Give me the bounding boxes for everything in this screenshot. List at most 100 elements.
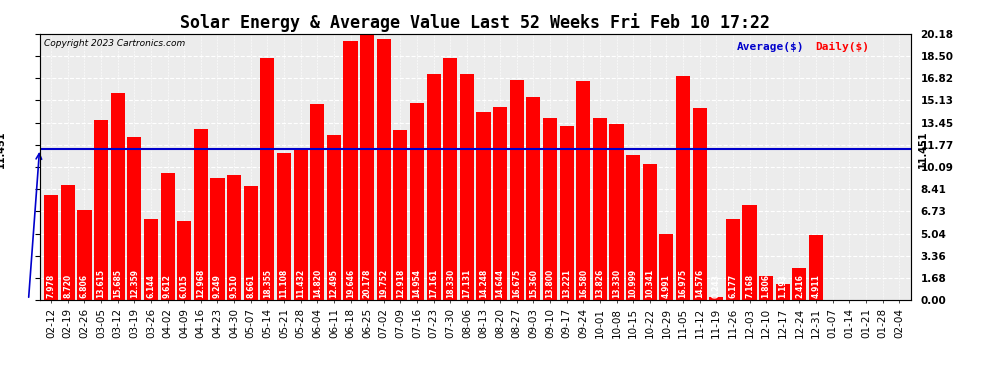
Text: 13.330: 13.330 bbox=[612, 269, 621, 298]
Text: 18.355: 18.355 bbox=[263, 269, 272, 298]
Bar bbox=[177, 220, 191, 300]
Bar bbox=[527, 98, 541, 300]
Bar bbox=[94, 120, 108, 300]
Bar bbox=[344, 41, 357, 300]
Text: 8.661: 8.661 bbox=[247, 274, 255, 298]
Bar bbox=[144, 219, 158, 300]
Text: 16.580: 16.580 bbox=[579, 269, 588, 298]
Text: 17.161: 17.161 bbox=[429, 269, 439, 298]
Text: 16.975: 16.975 bbox=[678, 269, 687, 298]
Text: 19.752: 19.752 bbox=[379, 269, 388, 298]
Text: Average($): Average($) bbox=[737, 42, 804, 52]
Text: 7.168: 7.168 bbox=[745, 274, 754, 298]
Text: 7.978: 7.978 bbox=[47, 274, 55, 298]
Text: 14.644: 14.644 bbox=[496, 269, 505, 298]
Text: 20.178: 20.178 bbox=[362, 268, 371, 298]
Text: 1.193: 1.193 bbox=[778, 274, 787, 298]
Bar bbox=[693, 108, 707, 300]
Bar bbox=[709, 297, 724, 300]
Bar bbox=[77, 210, 91, 300]
Text: 1.806: 1.806 bbox=[761, 274, 770, 298]
Bar bbox=[493, 107, 507, 300]
Text: 13.615: 13.615 bbox=[97, 269, 106, 298]
Bar bbox=[128, 137, 142, 300]
Bar bbox=[360, 34, 374, 300]
Text: Daily($): Daily($) bbox=[815, 42, 869, 52]
Title: Solar Energy & Average Value Last 52 Weeks Fri Feb 10 17:22: Solar Energy & Average Value Last 52 Wee… bbox=[180, 13, 770, 32]
Bar bbox=[376, 39, 391, 300]
Bar bbox=[194, 129, 208, 300]
Text: 18.330: 18.330 bbox=[446, 269, 454, 298]
Text: 14.820: 14.820 bbox=[313, 269, 322, 298]
Bar bbox=[427, 74, 441, 300]
Bar bbox=[160, 173, 174, 300]
Text: Copyright 2023 Cartronics.com: Copyright 2023 Cartronics.com bbox=[44, 39, 185, 48]
Bar bbox=[776, 284, 790, 300]
Text: 15.685: 15.685 bbox=[113, 269, 122, 298]
Text: 12.968: 12.968 bbox=[196, 269, 205, 298]
Text: 11.432: 11.432 bbox=[296, 269, 305, 298]
Bar bbox=[726, 219, 740, 300]
Text: 12.918: 12.918 bbox=[396, 269, 405, 298]
Bar bbox=[227, 174, 242, 300]
Text: 4.911: 4.911 bbox=[812, 274, 821, 298]
Text: 4.991: 4.991 bbox=[662, 274, 671, 298]
Bar bbox=[444, 58, 457, 300]
Text: 2.416: 2.416 bbox=[795, 274, 804, 298]
Text: 8.720: 8.720 bbox=[63, 274, 72, 298]
Text: 11.108: 11.108 bbox=[279, 269, 288, 298]
Bar bbox=[659, 234, 673, 300]
Text: 6.015: 6.015 bbox=[180, 274, 189, 298]
Text: 6.177: 6.177 bbox=[729, 274, 738, 298]
Bar bbox=[610, 124, 624, 300]
Text: 9.510: 9.510 bbox=[230, 274, 239, 298]
Bar bbox=[676, 76, 690, 300]
Bar bbox=[742, 206, 756, 300]
Bar bbox=[792, 268, 807, 300]
Text: 14.248: 14.248 bbox=[479, 269, 488, 298]
Text: 17.131: 17.131 bbox=[462, 269, 471, 298]
Bar bbox=[294, 149, 308, 300]
Text: 15.360: 15.360 bbox=[529, 269, 538, 298]
Bar bbox=[60, 185, 75, 300]
Text: 11.451: 11.451 bbox=[0, 130, 6, 168]
Bar bbox=[559, 126, 574, 300]
Bar bbox=[211, 178, 225, 300]
Bar bbox=[410, 103, 424, 300]
Text: 13.800: 13.800 bbox=[545, 269, 554, 298]
Text: 14.954: 14.954 bbox=[413, 269, 422, 298]
Bar bbox=[476, 112, 491, 300]
Bar bbox=[626, 155, 641, 300]
Text: 13.221: 13.221 bbox=[562, 269, 571, 298]
Bar bbox=[459, 74, 474, 300]
Bar bbox=[543, 118, 557, 300]
Text: 11.451: 11.451 bbox=[918, 130, 928, 168]
Text: 10.341: 10.341 bbox=[645, 269, 654, 298]
Bar bbox=[809, 235, 823, 300]
Bar bbox=[510, 80, 524, 300]
Bar bbox=[576, 81, 590, 300]
Text: 0.243: 0.243 bbox=[712, 274, 721, 298]
Text: 16.675: 16.675 bbox=[512, 269, 522, 298]
Bar bbox=[759, 276, 773, 300]
Bar bbox=[593, 118, 607, 300]
Bar bbox=[260, 58, 274, 300]
Text: 14.576: 14.576 bbox=[695, 269, 704, 298]
Bar bbox=[111, 93, 125, 300]
Bar bbox=[310, 105, 325, 300]
Text: 6.806: 6.806 bbox=[80, 274, 89, 298]
Text: 9.249: 9.249 bbox=[213, 274, 222, 298]
Bar bbox=[244, 186, 257, 300]
Text: 12.359: 12.359 bbox=[130, 269, 139, 298]
Text: 6.144: 6.144 bbox=[147, 274, 155, 298]
Text: 10.999: 10.999 bbox=[629, 269, 638, 298]
Text: 9.612: 9.612 bbox=[163, 274, 172, 298]
Bar bbox=[393, 130, 408, 300]
Bar bbox=[327, 135, 341, 300]
Bar bbox=[643, 164, 656, 300]
Bar bbox=[277, 153, 291, 300]
Text: 19.646: 19.646 bbox=[346, 269, 355, 298]
Bar bbox=[45, 195, 58, 300]
Text: 13.826: 13.826 bbox=[595, 269, 604, 298]
Text: 12.495: 12.495 bbox=[330, 269, 339, 298]
